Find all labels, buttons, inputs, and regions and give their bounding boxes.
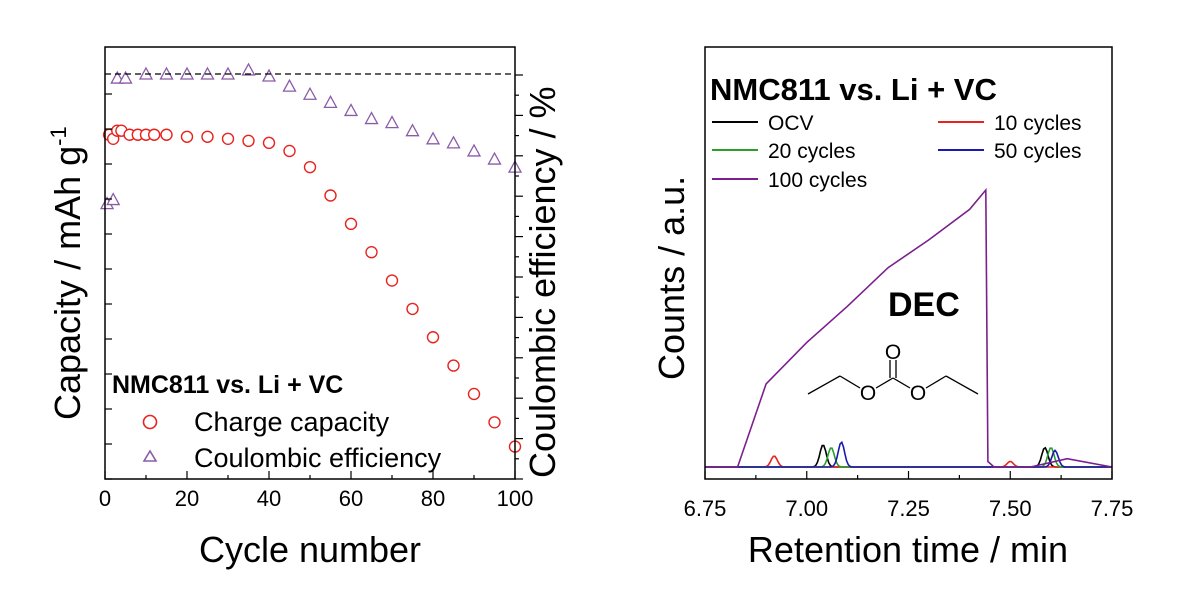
legend-label-ocv: OCV bbox=[768, 112, 814, 135]
x-tick-label: 0 bbox=[99, 486, 111, 511]
capacity-point bbox=[201, 130, 214, 143]
x-tick-label: 7.00 bbox=[785, 496, 828, 521]
left-chart-title: NMC811 vs. Li + VC bbox=[112, 371, 343, 399]
capacity-point bbox=[467, 387, 481, 401]
right-data-lines bbox=[705, 187, 1113, 468]
left-y-axis-title-main: Capacity / mAh g bbox=[47, 146, 88, 420]
coulombic-efficiency-point bbox=[405, 123, 420, 137]
capacity-point bbox=[344, 217, 358, 231]
capacity-point bbox=[303, 160, 317, 174]
capacity-point bbox=[147, 128, 161, 141]
left-ticks: 0 20 40 60 80 100 bbox=[99, 74, 534, 511]
capacity-point bbox=[426, 331, 440, 344]
capacity-point bbox=[242, 134, 255, 148]
dec-label: DEC bbox=[888, 286, 960, 324]
coulombic-efficiency-point bbox=[487, 151, 502, 165]
left-chart: 0 20 40 60 80 100 NMC811 vs. Li + VC Charge c… bbox=[46, 46, 563, 570]
left-y-axis-title: Capacity / mAh g-1 bbox=[46, 126, 88, 420]
legend-label-20: 20 cycles bbox=[768, 140, 856, 163]
legend-circle-marker bbox=[142, 414, 158, 430]
x-tick-label: 20 bbox=[175, 486, 199, 511]
left-data-marks bbox=[99, 62, 523, 453]
right-y-axis-title-counts: Counts / a.u. bbox=[651, 176, 692, 380]
coulombic-efficiency-point bbox=[466, 143, 482, 157]
bond-2 bbox=[839, 375, 861, 389]
capacity-point bbox=[406, 302, 419, 316]
legend-label-charge: Charge capacity bbox=[194, 407, 390, 437]
left-x-axis-title: Cycle number bbox=[199, 529, 421, 570]
legend-triangle-marker bbox=[142, 449, 158, 462]
legend-label-100: 100 cycles bbox=[768, 169, 867, 192]
right-chart: 6.75 7.00 7.25 7.50 7.75 NMC811 vs. Li + VC … bbox=[651, 46, 1134, 570]
bond-1 bbox=[807, 375, 841, 395]
coulombic-efficiency-point bbox=[384, 115, 400, 129]
bond-5 bbox=[925, 375, 947, 389]
oxygen-ester-right: O bbox=[910, 382, 926, 405]
x-tick-label: 40 bbox=[257, 486, 281, 511]
chromatogram-line-50-cycles bbox=[705, 440, 1112, 468]
coulombic-efficiency-point bbox=[364, 111, 379, 125]
coulombic-efficiency-point bbox=[425, 131, 441, 145]
oxygen-carbonyl: O bbox=[885, 341, 901, 364]
coulombic-efficiency-point bbox=[302, 86, 318, 100]
bond-3 bbox=[875, 377, 894, 389]
x-tick-label: 100 bbox=[497, 486, 534, 511]
coulombic-efficiency-point bbox=[261, 68, 277, 82]
bond-6 bbox=[945, 375, 979, 395]
right-ticks: 6.75 7.00 7.25 7.50 7.75 bbox=[684, 471, 1134, 521]
legend-label-ce: Coulombic efficiency bbox=[194, 443, 442, 473]
x-tick-label: 60 bbox=[339, 486, 363, 511]
capacity-point bbox=[324, 189, 337, 202]
right-x-axis-title: Retention time / min bbox=[748, 529, 1068, 570]
coulombic-efficiency-point bbox=[446, 135, 461, 149]
capacity-point bbox=[283, 144, 296, 158]
capacity-point bbox=[385, 274, 399, 287]
capacity-point bbox=[488, 416, 501, 429]
coulombic-efficiency-point bbox=[118, 70, 133, 84]
coulombic-efficiency-point bbox=[241, 62, 256, 76]
capacity-point bbox=[447, 359, 460, 372]
x-tick-label: 7.25 bbox=[887, 496, 930, 521]
bond-4 bbox=[892, 377, 911, 389]
x-tick-label: 80 bbox=[421, 486, 445, 511]
dec-molecule-structure bbox=[807, 360, 979, 395]
left-y-axis-title-sup: -1 bbox=[46, 126, 71, 146]
x-tick-label: 7.75 bbox=[1091, 496, 1134, 521]
capacity-point bbox=[262, 136, 276, 150]
capacity-point bbox=[180, 130, 194, 143]
capacity-point bbox=[160, 128, 173, 141]
oxygen-ester-left: O bbox=[860, 382, 876, 405]
legend-label-50: 50 cycles bbox=[994, 140, 1082, 163]
legend-label-10: 10 cycles bbox=[994, 112, 1082, 135]
capacity-point bbox=[365, 245, 378, 259]
coulombic-efficiency-point bbox=[323, 94, 338, 108]
coulombic-efficiency-point bbox=[282, 78, 297, 92]
right-chart-title: NMC811 vs. Li + VC bbox=[710, 72, 997, 107]
chromatogram-line-100-cycles bbox=[705, 187, 1113, 468]
x-tick-label: 7.50 bbox=[989, 496, 1032, 521]
right-y-axis-title: Coulombic efficiency / % bbox=[522, 87, 563, 479]
x-tick-label: 6.75 bbox=[684, 496, 727, 521]
capacity-point bbox=[221, 132, 235, 146]
coulombic-efficiency-point bbox=[343, 103, 359, 117]
